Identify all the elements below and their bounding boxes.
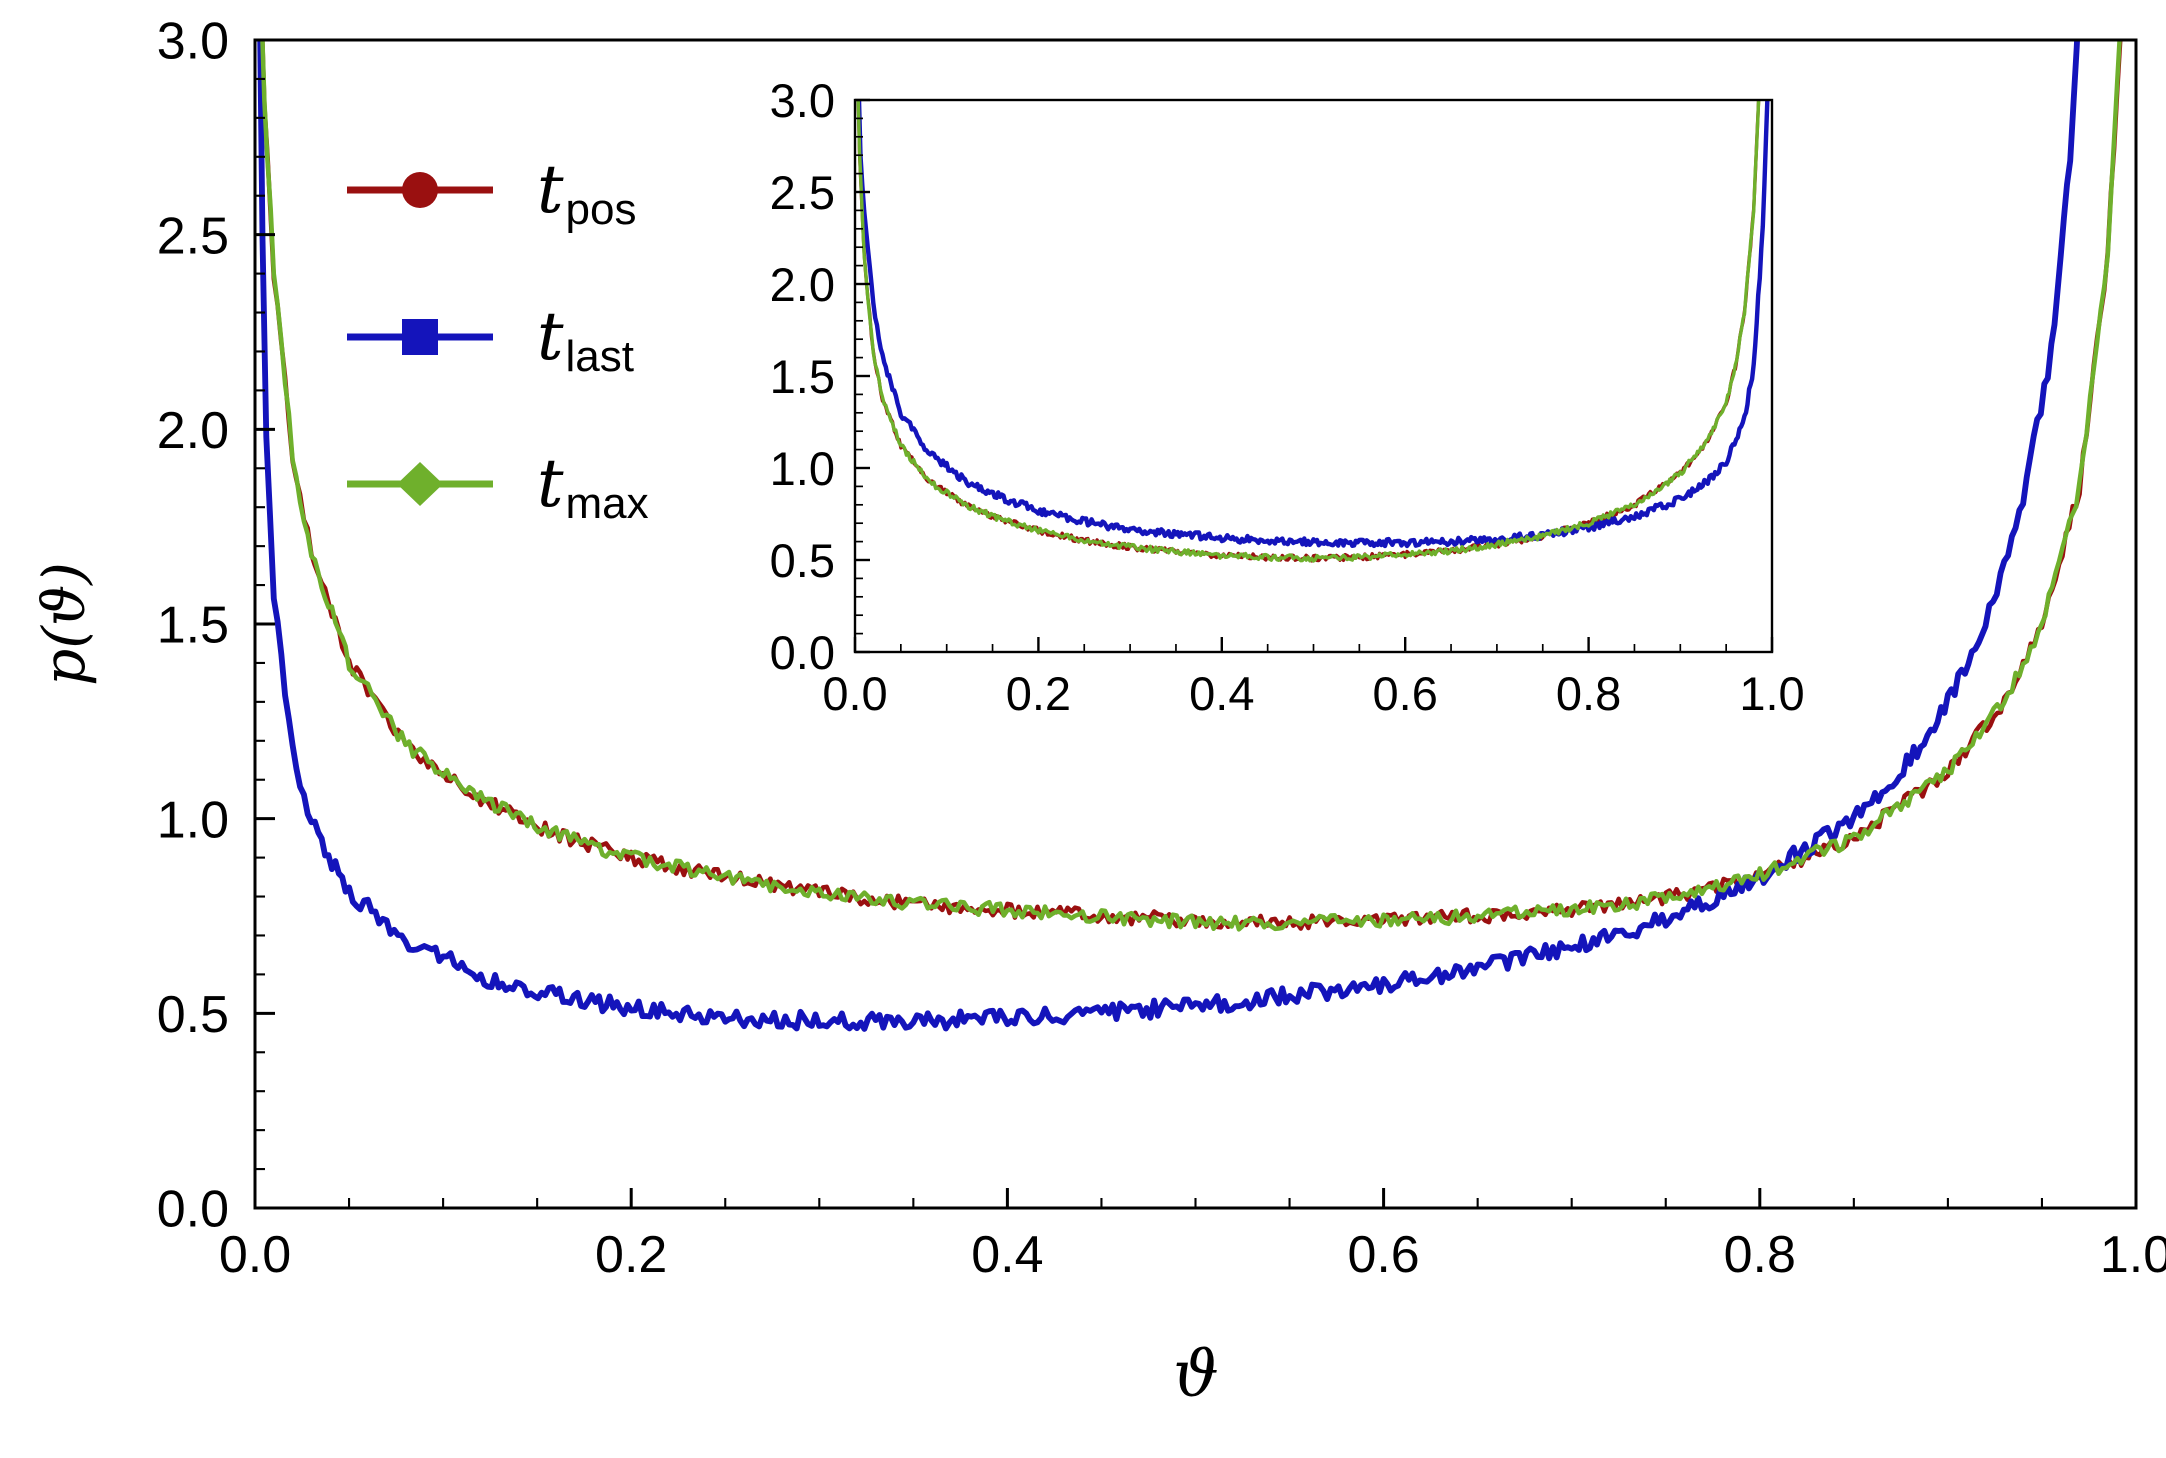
legend-item-t-last: t last [345, 263, 649, 410]
inset-backdrop [853, 98, 1774, 654]
main-x-tick-label: 0.6 [1347, 1226, 1419, 1284]
legend-label-t-max: t max [537, 444, 649, 528]
main-x-tick-label: 0.0 [219, 1226, 291, 1284]
x-axis-label: ϑ [1173, 1338, 1219, 1412]
main-y-tick-label: 3.0 [157, 13, 229, 71]
legend: t pos t last t max [345, 116, 649, 557]
inset-x-tick-label: 0.6 [1373, 667, 1438, 720]
main-x-tick-label: 0.8 [1724, 1226, 1796, 1284]
series-t_max [856, 100, 1761, 563]
main-y-tick-label: 2.5 [157, 207, 229, 265]
main-y-tick-label: 1.0 [157, 791, 229, 849]
diamond-marker-icon [347, 461, 493, 506]
main-y-tick-label: 0.0 [157, 1181, 229, 1239]
inset-x-tick-label: 0.0 [822, 667, 887, 720]
legend-item-t-pos: t pos [345, 116, 649, 263]
main-x-tick-label: 1.0 [2100, 1226, 2166, 1284]
inset-y-tick-label: 0.5 [770, 534, 835, 587]
legend-label-t-pos: t pos [537, 150, 637, 234]
main-x-tick-label: 0.4 [971, 1226, 1043, 1284]
main-y-tick-label: 2.0 [157, 402, 229, 460]
series-t_last [257, 40, 2081, 1032]
inset-y-tick-label: 2.5 [770, 166, 835, 219]
inset-x-tick-label: 0.2 [1006, 667, 1071, 720]
inset-y-tick-label: 3.0 [770, 74, 835, 127]
series-t_max [260, 40, 2122, 932]
inset-x-tick-label: 0.8 [1556, 667, 1621, 720]
inset-plot: 0.0 0.2 0.4 0.6 0.8 1.0 0.0 0.5 1.0 1.5 2.0 2.5 3.0 [770, 74, 1805, 720]
inset-x-tick-label: 0.4 [1189, 667, 1254, 720]
series-t_last [856, 100, 1770, 549]
inset-y-tick-label: 2.0 [770, 258, 835, 311]
y-axis-label: p(ϑ) [30, 562, 98, 686]
inset-y-tick-label: 1.0 [770, 442, 835, 495]
legend-item-t-max: t max [345, 410, 649, 557]
main-y-tick-label: 1.5 [157, 597, 229, 655]
main-plot: 0.0 0.2 0.4 0.6 0.8 1.0 0.0 0.5 1.0 1.5 2.0 2.5 3.0 [157, 13, 2166, 1284]
inset-x-tick-label: 1.0 [1739, 667, 1804, 720]
inset-y-tick-label: 0.0 [770, 626, 835, 679]
inset-y-tick-label: 1.5 [770, 350, 835, 403]
legend-label-t-last: t last [537, 297, 635, 381]
main-x-tick-label: 0.2 [595, 1226, 667, 1284]
circle-marker-icon [347, 171, 493, 208]
square-marker-icon [347, 318, 493, 355]
main-y-tick-label: 0.5 [157, 986, 229, 1044]
